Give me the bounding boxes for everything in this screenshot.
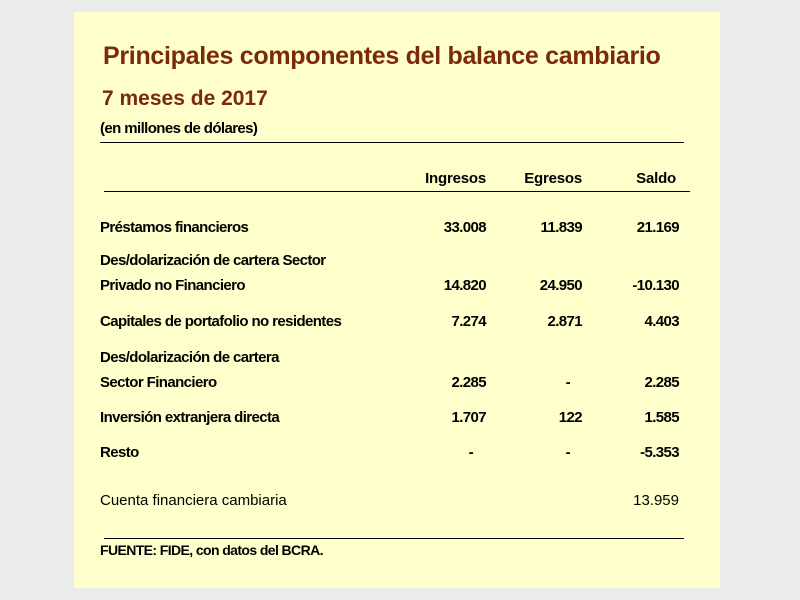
slide: Principales componentes del balance camb… — [74, 12, 720, 588]
page-title: Principales componentes del balance camb… — [103, 42, 661, 70]
cell-egresos: 122 — [558, 409, 583, 426]
row-label: Inversión extranjera directa — [100, 409, 280, 426]
cell-ingresos: - — [468, 444, 474, 461]
row-label-line1: Des/dolarización de cartera — [100, 349, 279, 366]
header-rule — [104, 191, 690, 192]
cell-egresos: - — [565, 374, 571, 391]
cell-saldo: 1.585 — [644, 409, 679, 426]
cell-ingresos: 2.285 — [451, 374, 486, 391]
header-ingresos: Ingresos — [425, 170, 486, 187]
row-label: Privado no Financiero — [100, 277, 246, 294]
cell-saldo: 4.403 — [644, 313, 679, 330]
row-label: Préstamos financieros — [100, 219, 249, 236]
row-label: Sector Financiero — [100, 374, 217, 391]
units-note: (en millones de dólares) — [100, 120, 258, 137]
row-label-line1: Des/dolarización de cartera Sector — [100, 252, 326, 269]
cell-egresos: 2.871 — [547, 313, 582, 330]
header-saldo: Saldo — [636, 170, 676, 187]
cell-ingresos: 7.274 — [451, 313, 486, 330]
cell-egresos: 24.950 — [539, 277, 583, 294]
cell-saldo: 21.169 — [636, 219, 680, 236]
cell-ingresos: 1.707 — [451, 409, 486, 426]
cell-saldo: 2.285 — [644, 374, 679, 391]
cell-ingresos: 14.820 — [443, 277, 487, 294]
cell-saldo: -10.130 — [632, 277, 679, 294]
cell-ingresos: 33.008 — [443, 219, 487, 236]
total-saldo: 13.959 — [633, 492, 679, 509]
bottom-rule — [104, 538, 684, 539]
page-subtitle: 7 meses de 2017 — [102, 87, 268, 110]
cell-saldo: -5.353 — [640, 444, 680, 461]
total-label: Cuenta financiera cambiaria — [100, 492, 287, 509]
row-label: Resto — [100, 444, 139, 461]
cell-egresos: 11.839 — [540, 219, 583, 236]
source-note: FUENTE: FIDE, con datos del BCRA. — [100, 542, 323, 558]
top-rule — [100, 142, 684, 143]
header-egresos: Egresos — [524, 170, 582, 187]
row-label: Capitales de portafolio no residentes — [100, 313, 342, 330]
cell-egresos: - — [565, 444, 571, 461]
